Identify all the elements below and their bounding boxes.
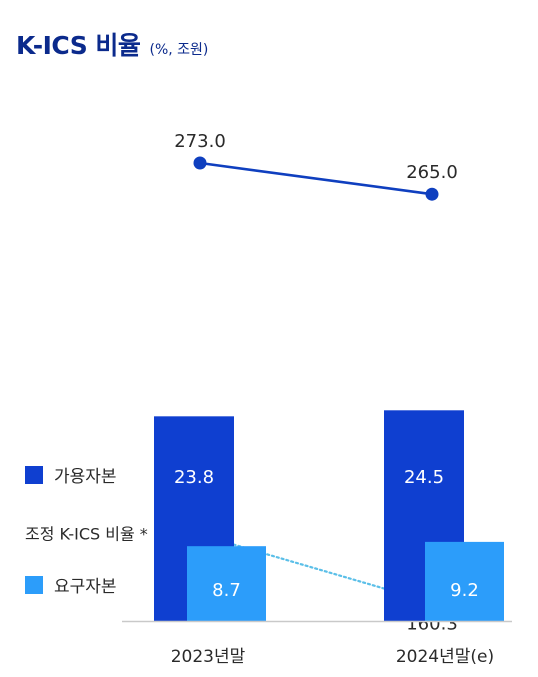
bar-required-capital bbox=[187, 546, 266, 621]
ratio-point-1-1 bbox=[193, 156, 207, 170]
bar-value-label: 9.2 bbox=[450, 580, 479, 601]
ratio-series-name: 조정 K-ICS 비율 * bbox=[25, 525, 148, 544]
chart-title: K-ICS 비율 bbox=[16, 31, 141, 60]
bar-value-label: 24.5 bbox=[404, 467, 444, 488]
chart-unit: (%, 조원) bbox=[149, 42, 209, 58]
x-tick-label: 2024년말(e) bbox=[396, 647, 494, 667]
legend-swatch bbox=[25, 466, 43, 484]
x-tick-label: 2023년말 bbox=[171, 647, 246, 667]
ratio-value-label: 273.0 bbox=[174, 131, 226, 152]
legend-label: 가용자본 bbox=[54, 467, 117, 487]
ratio-point-1-2 bbox=[425, 187, 439, 201]
ratio-value-label: 265.0 bbox=[406, 162, 458, 183]
bar-required-capital bbox=[425, 541, 504, 621]
bar-value-label: 23.8 bbox=[174, 467, 214, 488]
ratio-line-1 bbox=[198, 161, 434, 196]
legend-label: 요구자본 bbox=[54, 577, 117, 597]
legend-swatch bbox=[25, 576, 43, 594]
chart-header: K-ICS 비율 (%, 조원) bbox=[16, 26, 208, 62]
bar-value-label: 8.7 bbox=[212, 580, 241, 601]
